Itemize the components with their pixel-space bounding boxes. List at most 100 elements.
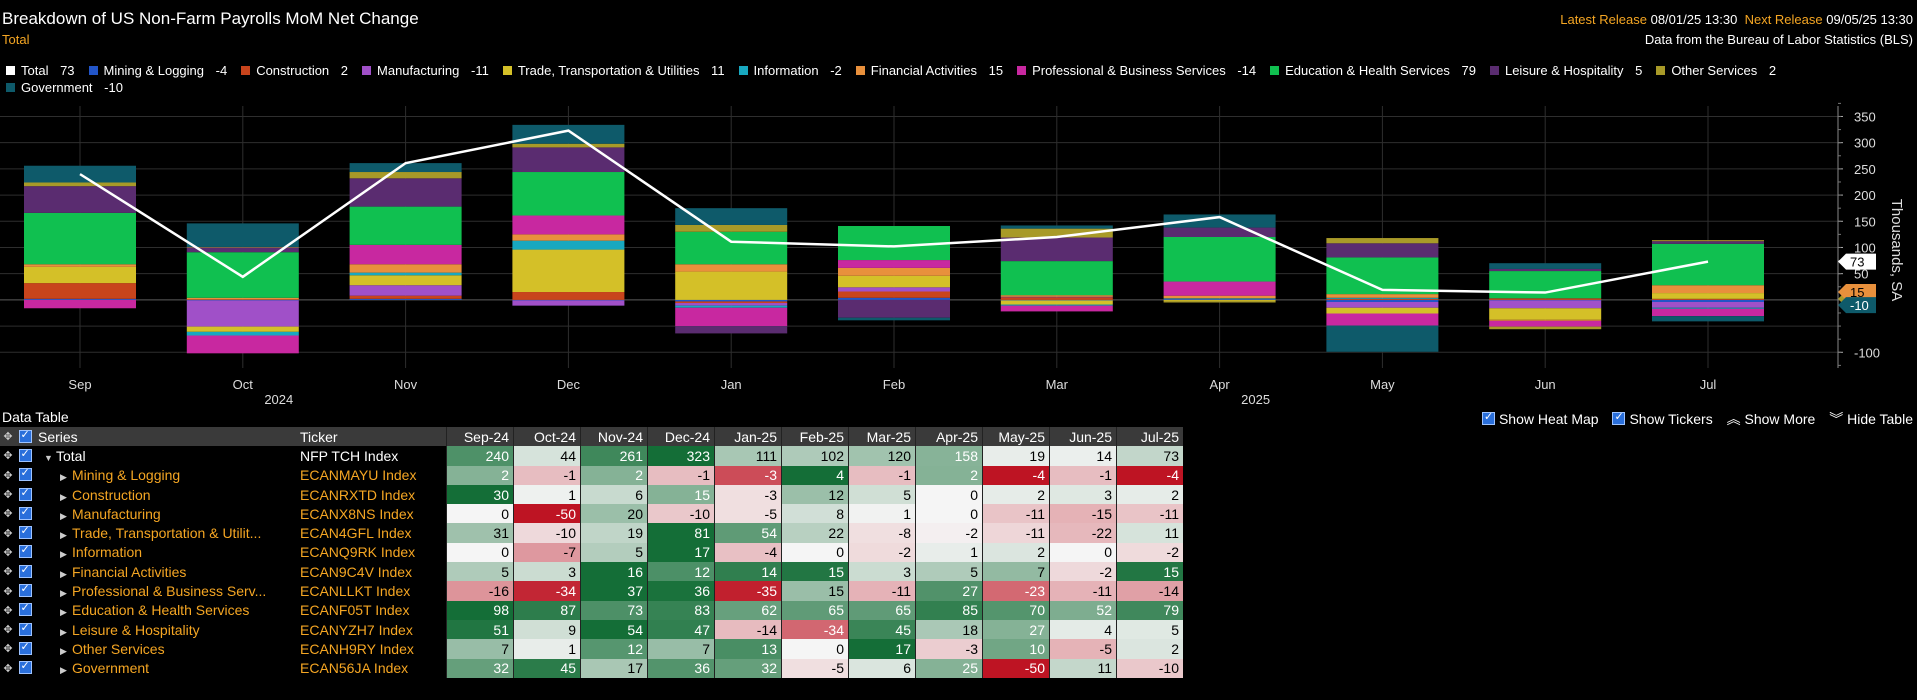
- hide-table-button[interactable]: ︾ Hide Table: [1829, 409, 1913, 429]
- month-column-header[interactable]: May-25: [982, 427, 1050, 447]
- legend-value: -2: [826, 63, 842, 78]
- collapse-icon[interactable]: ▼: [44, 452, 53, 463]
- month-column-header[interactable]: Nov-24: [580, 427, 648, 447]
- checkbox-icon: [18, 659, 32, 675]
- row-checkbox[interactable]: [16, 446, 38, 465]
- month-column-header[interactable]: Feb-25: [781, 427, 849, 447]
- bar-segment: [1652, 241, 1764, 244]
- row-checkbox[interactable]: [16, 601, 38, 620]
- row-checkbox[interactable]: [16, 620, 38, 639]
- legend-item[interactable]: Manufacturing -11: [362, 62, 489, 79]
- legend-item[interactable]: Professional & Business Services -14: [1017, 62, 1256, 79]
- series-column-header[interactable]: Series: [38, 428, 78, 445]
- row-checkbox[interactable]: [16, 466, 38, 485]
- ticker-cell[interactable]: ECANLLKT Index: [300, 583, 411, 600]
- legend-item[interactable]: Financial Activities 15: [855, 62, 1003, 79]
- ticker-column-header[interactable]: Ticker: [300, 428, 338, 445]
- month-column-header[interactable]: Jul-25: [1116, 427, 1183, 447]
- expand-icon[interactable]: ▶: [60, 510, 67, 521]
- ticker-cell[interactable]: ECAN56JA Index: [300, 660, 409, 677]
- expand-icon[interactable]: ▶: [60, 607, 67, 618]
- move-icon[interactable]: ✥: [3, 527, 13, 540]
- month-column-header[interactable]: Oct-24: [513, 427, 581, 447]
- legend-item[interactable]: Mining & Logging -4: [88, 62, 227, 79]
- select-all-checkbox[interactable]: [16, 427, 38, 446]
- move-icon[interactable]: ✥: [3, 450, 13, 463]
- ticker-cell[interactable]: ECANF05T Index: [300, 602, 410, 619]
- expand-icon[interactable]: ▶: [60, 472, 67, 483]
- row-checkbox[interactable]: [16, 485, 38, 504]
- legend-item[interactable]: Trade, Transportation & Utilities 11: [502, 62, 725, 79]
- ticker-cell[interactable]: ECANRXTD Index: [300, 486, 416, 503]
- expand-icon[interactable]: ▶: [60, 645, 67, 656]
- legend-item[interactable]: Education & Health Services 79: [1270, 62, 1476, 79]
- month-column-header[interactable]: Jan-25: [714, 427, 782, 447]
- expand-icon[interactable]: ▶: [60, 491, 67, 502]
- move-icon[interactable]: ✥: [3, 469, 13, 482]
- ticker-cell[interactable]: ECAN4GFL Index: [300, 525, 412, 542]
- table-row[interactable]: ✥ ▶ Education & Health Services ECANF05T In…: [0, 600, 1183, 620]
- expand-icon[interactable]: ▶: [60, 530, 67, 541]
- month-column-header[interactable]: Sep-24: [446, 427, 514, 447]
- x-year-label: 2024: [264, 392, 293, 405]
- row-checkbox[interactable]: [16, 504, 38, 523]
- legend-item[interactable]: Construction 2: [241, 62, 348, 79]
- ticker-cell[interactable]: ECANMAYU Index: [300, 467, 417, 484]
- expand-icon[interactable]: ▶: [60, 568, 67, 579]
- ticker-cell[interactable]: ECANX8NS Index: [300, 505, 414, 522]
- show-tickers-toggle[interactable]: Show Tickers: [1612, 410, 1713, 427]
- expand-icon[interactable]: ▶: [60, 549, 67, 560]
- expand-icon[interactable]: ▶: [60, 665, 67, 676]
- move-icon[interactable]: ✥: [3, 604, 13, 617]
- ticker-cell[interactable]: ECANYZH7 Index: [300, 621, 413, 638]
- move-icon[interactable]: ✥: [3, 431, 13, 444]
- month-column-header[interactable]: Jun-25: [1049, 427, 1117, 447]
- move-icon[interactable]: ✥: [3, 585, 13, 598]
- month-column-header[interactable]: Dec-24: [647, 427, 715, 447]
- move-icon[interactable]: ✥: [3, 643, 13, 656]
- ticker-cell[interactable]: ECANQ9RK Index: [300, 544, 416, 561]
- row-checkbox[interactable]: [16, 581, 38, 600]
- table-row[interactable]: ✥ ▶ Professional & Business Serv... ECANLLK…: [0, 581, 1183, 601]
- month-column-header[interactable]: Mar-25: [848, 427, 916, 447]
- move-icon[interactable]: ✥: [3, 662, 13, 675]
- expand-icon[interactable]: ▶: [60, 588, 67, 599]
- expand-icon[interactable]: ▶: [60, 626, 67, 637]
- row-checkbox[interactable]: [16, 659, 38, 678]
- show-more-button[interactable]: ︽ Show More: [1727, 409, 1816, 429]
- month-column-header[interactable]: Apr-25: [915, 427, 983, 447]
- table-row[interactable]: ✥ ▶ Construction ECANRXTD Index 301615-31250…: [0, 484, 1183, 505]
- move-icon[interactable]: ✥: [3, 624, 13, 637]
- table-row[interactable]: ✥ ▶ Leisure & Hospitality ECANYZH7 Index 519…: [0, 619, 1183, 640]
- bar-segment: [1652, 301, 1764, 308]
- legend-item[interactable]: Government -10: [6, 79, 123, 96]
- row-checkbox[interactable]: [16, 523, 38, 542]
- legend-value: 2: [337, 63, 349, 78]
- move-icon[interactable]: ✥: [3, 546, 13, 559]
- ticker-cell[interactable]: ECAN9C4V Index: [300, 563, 413, 580]
- show-heat-map-toggle[interactable]: Show Heat Map: [1481, 410, 1599, 427]
- show-more-label: Show More: [1744, 411, 1816, 427]
- checkbox-icon: [18, 601, 32, 617]
- row-checkbox[interactable]: [16, 562, 38, 581]
- ticker-cell[interactable]: ECANH9RY Index: [300, 640, 414, 657]
- move-icon[interactable]: ✥: [3, 508, 13, 521]
- row-checkbox[interactable]: [16, 543, 38, 562]
- table-row[interactable]: ✥ ▶ Trade, Transportation & Utilit... ECAN4…: [0, 523, 1183, 543]
- row-checkbox[interactable]: [16, 639, 38, 658]
- legend-swatch: [738, 66, 748, 75]
- legend-item[interactable]: Information -2: [738, 62, 842, 79]
- move-icon[interactable]: ✥: [3, 489, 13, 502]
- ticker-cell[interactable]: NFP TCH Index: [300, 447, 399, 464]
- legend-item[interactable]: Other Services 2: [1656, 62, 1776, 79]
- legend-item[interactable]: Total 73: [6, 62, 75, 79]
- legend-item[interactable]: Leisure & Hospitality 5: [1489, 62, 1642, 79]
- move-icon[interactable]: ✥: [3, 566, 13, 579]
